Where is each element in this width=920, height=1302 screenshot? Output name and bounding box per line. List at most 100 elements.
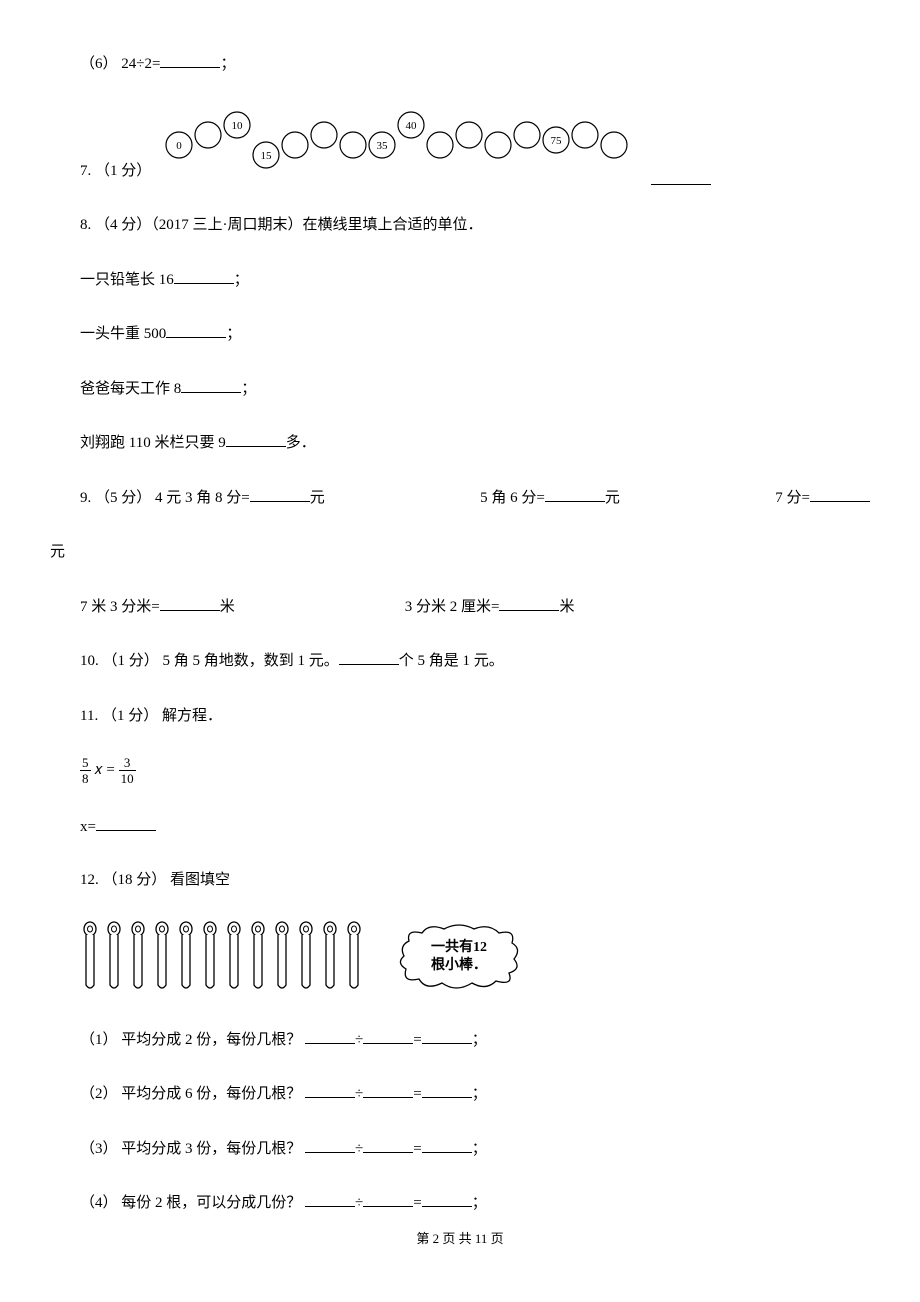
bubble-text-1: 一共有12 (431, 938, 487, 955)
stick-icon (104, 921, 124, 996)
q12-s3-b3[interactable] (422, 1137, 472, 1153)
q12-s4-text: （4） 每份 2 根，可以分成几份？ (80, 1195, 301, 1211)
stick-icon (200, 921, 220, 996)
q9-p1-blank[interactable] (250, 486, 310, 502)
q9-head: 9. （5 分） 4 元 3 角 8 分= (80, 490, 250, 506)
q11-head: 11. （1 分） 解方程． (50, 702, 870, 731)
q10a: 10. （1 分） 5 角 5 角地数，数到 1 元。 (80, 653, 339, 669)
q7-circles: 01015354075 (161, 105, 641, 186)
q10b: 个 5 角是 1 元。 (399, 653, 504, 669)
q11-frac2: 310 (119, 756, 136, 785)
q9-p1: 9. （5 分） 4 元 3 角 8 分= 元 (80, 484, 325, 513)
q12-s1-tail: ； (472, 1032, 487, 1048)
q7-label: 7. （1 分） (80, 157, 151, 186)
q9-p1-tail: 元 (310, 490, 325, 506)
q9-l2p2: 3 分米 2 厘米= 米 (405, 593, 575, 622)
q12-s3-tail: ； (472, 1141, 487, 1157)
q8-l3b: ； (241, 381, 256, 397)
q9-p3: 7 分= (775, 484, 870, 513)
stick-icon (320, 921, 340, 996)
q7-blank[interactable] (651, 169, 711, 185)
q9-l2p1: 7 米 3 分米=米 (80, 593, 235, 622)
stick-icon (176, 921, 196, 996)
q11-equation: 58 𝑥 = 310 (80, 756, 870, 785)
q6-blank[interactable] (160, 52, 220, 68)
q12-s1-b2[interactable] (363, 1028, 413, 1044)
q8-l4a: 刘翔跑 110 米栏只要 9 (80, 435, 226, 451)
stick-icon (224, 921, 244, 996)
q12-s3-eq: = (413, 1141, 421, 1157)
q12-s2-b3[interactable] (422, 1082, 472, 1098)
q12-s2-tail: ； (472, 1086, 487, 1102)
q12-s4: （4） 每份 2 根，可以分成几份？ ÷ = ； (50, 1189, 870, 1218)
q9-l2p2b: 米 (559, 599, 574, 615)
q11-frac1-den: 8 (80, 771, 91, 785)
q8-l3: 爸爸每天工作 8 ； (50, 375, 870, 404)
q9-l2p2-blank[interactable] (499, 595, 559, 611)
q12-s1-text: （1） 平均分成 2 份，每份几根？ (80, 1032, 301, 1048)
q9-l2p1-blank[interactable] (160, 595, 220, 611)
q12-s4-tail: ； (472, 1195, 487, 1211)
q12-s2-b1[interactable] (305, 1082, 355, 1098)
q9-l2p2a: 3 分米 2 厘米= (405, 599, 500, 615)
q9-p2a: 5 角 6 分= (480, 490, 545, 506)
q11-ans-blank[interactable] (96, 815, 156, 831)
q12-s2: （2） 平均分成 6 份，每份几根？ ÷=； (50, 1080, 870, 1109)
q12-s2-b2[interactable] (363, 1082, 413, 1098)
q11-mid: 𝑥 = (91, 762, 119, 778)
stick-icon (344, 921, 364, 996)
bubble-text-2: 根小棒． (431, 956, 487, 973)
q12-s1-b1[interactable] (305, 1028, 355, 1044)
q12-head: 12. （18 分） 看图填空 (50, 866, 870, 895)
q12-s3-b2[interactable] (363, 1137, 413, 1153)
q12-s4-b3[interactable] (422, 1191, 472, 1207)
q12-s2-div: ÷ (355, 1086, 363, 1102)
stick-icon (296, 921, 316, 996)
stick-icon (80, 921, 100, 996)
q12-s3-div: ÷ (355, 1141, 363, 1157)
q8-l1b: ； (234, 272, 249, 288)
q9-p2-blank[interactable] (545, 486, 605, 502)
q8-l4b: 多． (286, 435, 316, 451)
speech-bubble: 一共有12 根小棒． (394, 921, 524, 996)
q6: （6） 24÷2= ； (50, 50, 870, 79)
q12-s3-b1[interactable] (305, 1137, 355, 1153)
q9-row1: 9. （5 分） 4 元 3 角 8 分= 元 5 角 6 分= 元 7 分= (50, 484, 870, 513)
q11-ans-label: x= (80, 819, 96, 835)
q9-p2b: 元 (605, 490, 620, 506)
q11-answer: x= (80, 815, 870, 836)
q12-s4-div: ÷ (355, 1195, 363, 1211)
svg-text:15: 15 (261, 150, 273, 162)
q12-s1: （1） 平均分成 2 份，每份几根？ ÷=； (50, 1026, 870, 1055)
q12-s3: （3） 平均分成 3 份，每份几根？ ÷ = ； (50, 1135, 870, 1164)
q12-s4-eq: = (413, 1195, 421, 1211)
q11-frac1: 58 (80, 756, 91, 785)
q8-l2-blank[interactable] (166, 322, 226, 338)
q9-p2: 5 角 6 分= 元 (480, 484, 620, 513)
q12-s1-b3[interactable] (422, 1028, 472, 1044)
q8-l1-blank[interactable] (174, 268, 234, 284)
q8-l4-blank[interactable] (226, 431, 286, 447)
stick-icon (152, 921, 172, 996)
q8-l2b: ； (226, 326, 241, 342)
q8-l3a: 爸爸每天工作 8 (80, 381, 181, 397)
q12-s2-text: （2） 平均分成 6 份，每份几根？ (80, 1086, 301, 1102)
q10-blank[interactable] (339, 649, 399, 665)
q6-label: （6） 24÷2= (80, 56, 160, 72)
q8-head: 8. （4 分）（2017 三上·周口期末）在横线里填上合适的单位． (50, 211, 870, 240)
svg-text:75: 75 (551, 135, 563, 147)
q9-yuan: 元 (50, 538, 870, 567)
q8-l2: 一头牛重 500； (50, 320, 870, 349)
q9-p3-blank[interactable] (810, 486, 870, 502)
q7: 7. （1 分） 01015354075 (50, 105, 870, 186)
q6-tail: ； (220, 56, 235, 72)
q12-s3-text: （3） 平均分成 3 份，每份几根？ (80, 1141, 301, 1157)
q9-p3a: 7 分= (775, 490, 810, 506)
q8-l4: 刘翔跑 110 米栏只要 9 多． (50, 429, 870, 458)
stick-icon (272, 921, 292, 996)
q11-frac2-den: 10 (119, 771, 136, 785)
q12-s4-b1[interactable] (305, 1191, 355, 1207)
q8-l3-blank[interactable] (181, 377, 241, 393)
q12-s4-b2[interactable] (363, 1191, 413, 1207)
q10: 10. （1 分） 5 角 5 角地数，数到 1 元。 个 5 角是 1 元。 (50, 647, 870, 676)
